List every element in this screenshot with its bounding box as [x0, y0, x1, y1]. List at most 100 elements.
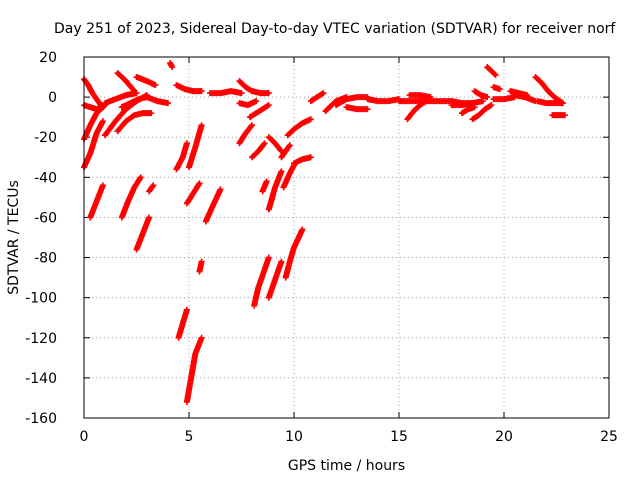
- data-point: [131, 88, 138, 95]
- data-arc-arc-04: [81, 118, 106, 171]
- x-tick-label: 20: [495, 429, 513, 445]
- x-tick-label: 10: [285, 429, 303, 445]
- data-arc-arc-17: [173, 82, 205, 95]
- data-arc-arc-30: [249, 88, 272, 97]
- data-point: [278, 258, 285, 265]
- data-arc-arc-37: [278, 142, 293, 161]
- x-tick-label: 5: [185, 429, 194, 445]
- data-point: [152, 82, 159, 89]
- data-arc-arc-63: [549, 112, 568, 119]
- data-point: [183, 306, 190, 313]
- y-tick-label: -160: [25, 411, 57, 427]
- data-arc-arc-11: [114, 110, 155, 135]
- y-tick-label: -40: [34, 170, 57, 186]
- data-point: [364, 106, 371, 113]
- data-point: [320, 90, 327, 97]
- data-arc-arc-39: [282, 226, 306, 281]
- y-tick-label: 0: [48, 90, 57, 106]
- data-arc-arc-62: [534, 98, 566, 107]
- data-arc-arc-42: [307, 90, 327, 105]
- data-layer: [81, 60, 568, 405]
- data-arc-arc-57: [490, 84, 503, 93]
- data-arc-arc-14: [144, 94, 171, 107]
- data-point: [261, 140, 268, 147]
- data-arc-arc-25: [207, 88, 245, 97]
- data-arc-arc-06: [102, 90, 140, 107]
- data-arc-arc-34: [265, 134, 285, 155]
- data-arc-arc-33: [259, 178, 270, 195]
- x-axis-label: GPS time / hours: [288, 458, 405, 474]
- data-arc-arc-13: [133, 214, 153, 253]
- data-point: [278, 168, 285, 175]
- data-arc-arc-54: [469, 102, 495, 123]
- data-point: [480, 98, 486, 105]
- data-arc-arc-45: [343, 104, 371, 113]
- data-arc-arc-27: [236, 98, 260, 109]
- data-point: [130, 86, 137, 93]
- data-point: [146, 214, 153, 221]
- data-arc-arc-35: [265, 168, 285, 213]
- data-arc-arc-46: [364, 96, 402, 105]
- tick-layer: 0 5 10 15 20 25 -160 -140 -120 -100 -80 -60 -40 -20 0 2…: [25, 50, 618, 445]
- data-point: [492, 72, 499, 79]
- grid-layer: [84, 57, 609, 418]
- y-tick-label: -140: [25, 371, 57, 387]
- data-point: [253, 98, 260, 105]
- data-point: [165, 100, 171, 107]
- data-arc-arc-31: [249, 140, 268, 161]
- data-point: [265, 90, 272, 97]
- data-point: [307, 154, 314, 161]
- data-arc-arc-18: [173, 140, 190, 173]
- data-arc-arc-05: [87, 182, 106, 221]
- data-arc-arc-41: [291, 154, 314, 167]
- chart-title: Day 251 of 2023, Sidereal Day-to-day VTE…: [54, 21, 616, 37]
- data-point: [196, 180, 203, 187]
- data-point: [263, 178, 270, 185]
- data-point: [277, 147, 284, 154]
- data-point: [248, 123, 255, 130]
- data-point: [260, 141, 267, 148]
- data-point: [491, 71, 498, 78]
- data-point: [265, 102, 272, 109]
- data-point: [265, 254, 272, 261]
- data-point: [249, 122, 255, 129]
- data-point: [286, 142, 293, 149]
- data-arc-arc-21: [183, 180, 203, 207]
- data-point: [238, 90, 245, 97]
- data-arc-arc-38: [280, 162, 297, 191]
- data-point: [524, 92, 531, 99]
- y-tick-label: -120: [25, 331, 57, 347]
- data-arc-arc-03: [81, 102, 108, 143]
- data-arc-arc-52: [448, 100, 476, 109]
- plot-frame: [83, 56, 610, 419]
- data-arc-arc-22: [186, 122, 205, 171]
- data-point: [99, 182, 106, 189]
- data-point: [307, 116, 314, 123]
- data-point: [471, 104, 478, 111]
- data-arc-arc-28: [236, 122, 255, 147]
- data-point: [198, 122, 205, 129]
- data-point: [559, 100, 566, 107]
- data-point: [148, 110, 155, 117]
- data-arc-arc-16: [167, 60, 176, 71]
- data-point: [299, 226, 306, 233]
- data-point: [183, 140, 190, 147]
- data-point: [488, 102, 495, 109]
- data-point: [484, 94, 491, 101]
- y-tick-label: 20: [39, 50, 57, 66]
- data-arc-arc-53: [459, 104, 478, 117]
- data-arc-arc-32: [251, 254, 272, 309]
- y-tick-label: -100: [25, 291, 57, 307]
- data-point: [198, 258, 205, 265]
- data-arc-arc-56: [484, 64, 499, 79]
- data-point: [561, 112, 568, 119]
- data-point: [169, 64, 176, 71]
- data-point: [99, 118, 106, 125]
- y-axis-label: SDTVAR / TECUs: [6, 180, 22, 295]
- data-point: [100, 103, 107, 110]
- data-arc-arc-40: [284, 116, 314, 139]
- data-arc-arc-36: [265, 258, 285, 301]
- data-point: [137, 174, 144, 181]
- y-tick-label: -20: [34, 130, 57, 146]
- data-arc-arc-24: [202, 186, 224, 225]
